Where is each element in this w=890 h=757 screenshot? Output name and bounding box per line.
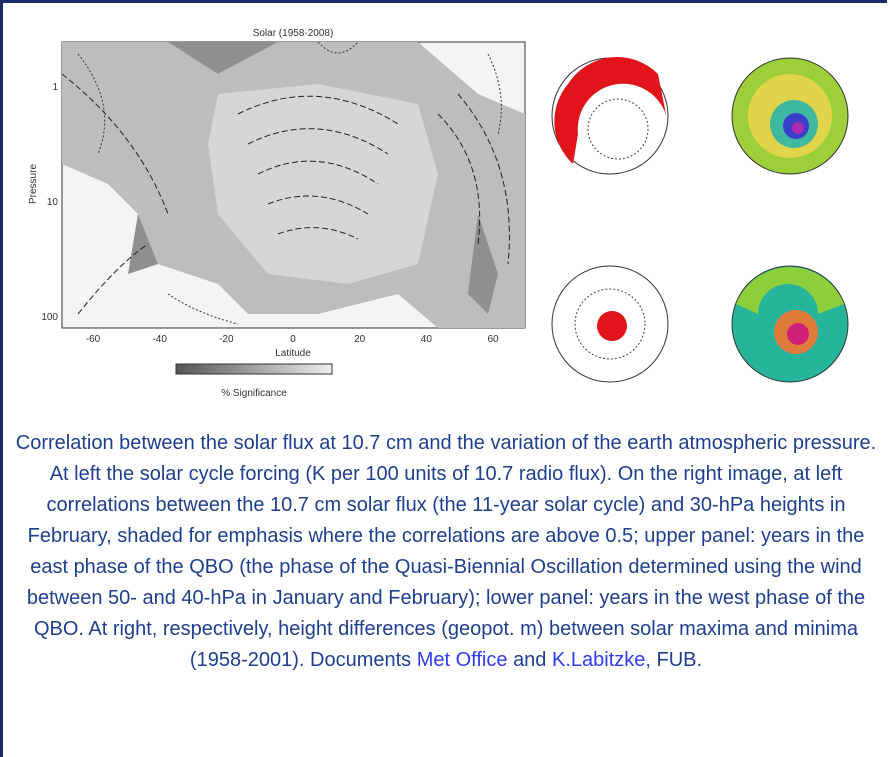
x-tick-label: 40 — [421, 334, 433, 345]
y-tick-label: 1 — [52, 82, 58, 93]
contour-panel: Solar (1958-2008) Pressure Latitude -60 -… — [28, 28, 526, 399]
svg-text:Solar (1958-2008): Solar (1958-2008) — [253, 28, 334, 39]
link-labitzke[interactable]: K.Labitzke, — [552, 649, 651, 671]
y-tick-label: 100 — [41, 312, 58, 323]
x-tick-label: -40 — [152, 334, 167, 345]
caption: Correlation between the solar flux at 10… — [6, 428, 886, 676]
x-axis-label: Latitude — [275, 348, 311, 359]
caption-text: Correlation between the solar flux at 10… — [15, 432, 877, 671]
x-tick-label: 20 — [354, 334, 366, 345]
colorbar — [175, 363, 333, 375]
link-met-office[interactable]: Met Office — [416, 649, 508, 671]
caption-end: FUB. — [656, 649, 703, 671]
x-tick-label: 60 — [487, 334, 499, 345]
caption-joiner: and — [513, 649, 547, 671]
polar-maps — [551, 57, 849, 383]
colorbar-label: % Significance — [221, 388, 287, 399]
figure: Solar (1958-2008) Pressure Latitude -60 -… — [18, 14, 880, 414]
x-tick-label: 0 — [290, 334, 296, 345]
x-tick-label: -60 — [86, 334, 101, 345]
y-tick-label: 10 — [47, 197, 59, 208]
y-axis-label: Pressure — [28, 164, 39, 204]
x-tick-label: -20 — [219, 334, 234, 345]
